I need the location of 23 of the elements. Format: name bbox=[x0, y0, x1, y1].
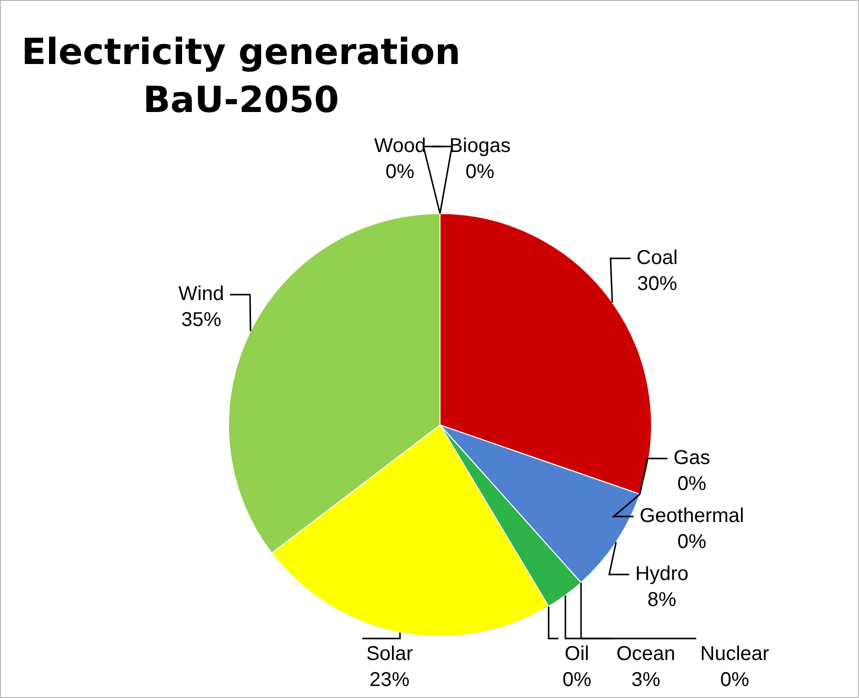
category-label: Gas bbox=[674, 447, 710, 470]
text: 0% bbox=[720, 669, 750, 692]
legend-label: Oil bbox=[564, 643, 590, 666]
slice-label: Ocean bbox=[616, 643, 676, 666]
text: 0% bbox=[677, 531, 706, 554]
legend-label: Geothermal bbox=[640, 505, 744, 528]
data-label: 35% bbox=[181, 309, 222, 332]
data-label: 8% bbox=[647, 589, 677, 612]
category-label: Wood bbox=[374, 135, 426, 158]
slice-label: Solar bbox=[366, 643, 414, 666]
slice-label: Coal bbox=[636, 246, 678, 269]
slice-label: Hydro bbox=[635, 563, 689, 586]
data-label: 30% bbox=[637, 272, 678, 295]
text: 0% bbox=[386, 161, 414, 184]
data-label: 3% bbox=[631, 669, 660, 692]
chart-title: Electricity generation BaU-2050 bbox=[20, 31, 462, 123]
text: 0% bbox=[562, 669, 592, 692]
slice-label: Wind bbox=[178, 283, 224, 306]
data-label: 23% bbox=[370, 669, 410, 692]
category-label: Nuclear bbox=[700, 643, 770, 666]
category-label: Biogas bbox=[449, 135, 511, 158]
text: 0% bbox=[466, 161, 494, 184]
text: 0% bbox=[677, 473, 706, 496]
